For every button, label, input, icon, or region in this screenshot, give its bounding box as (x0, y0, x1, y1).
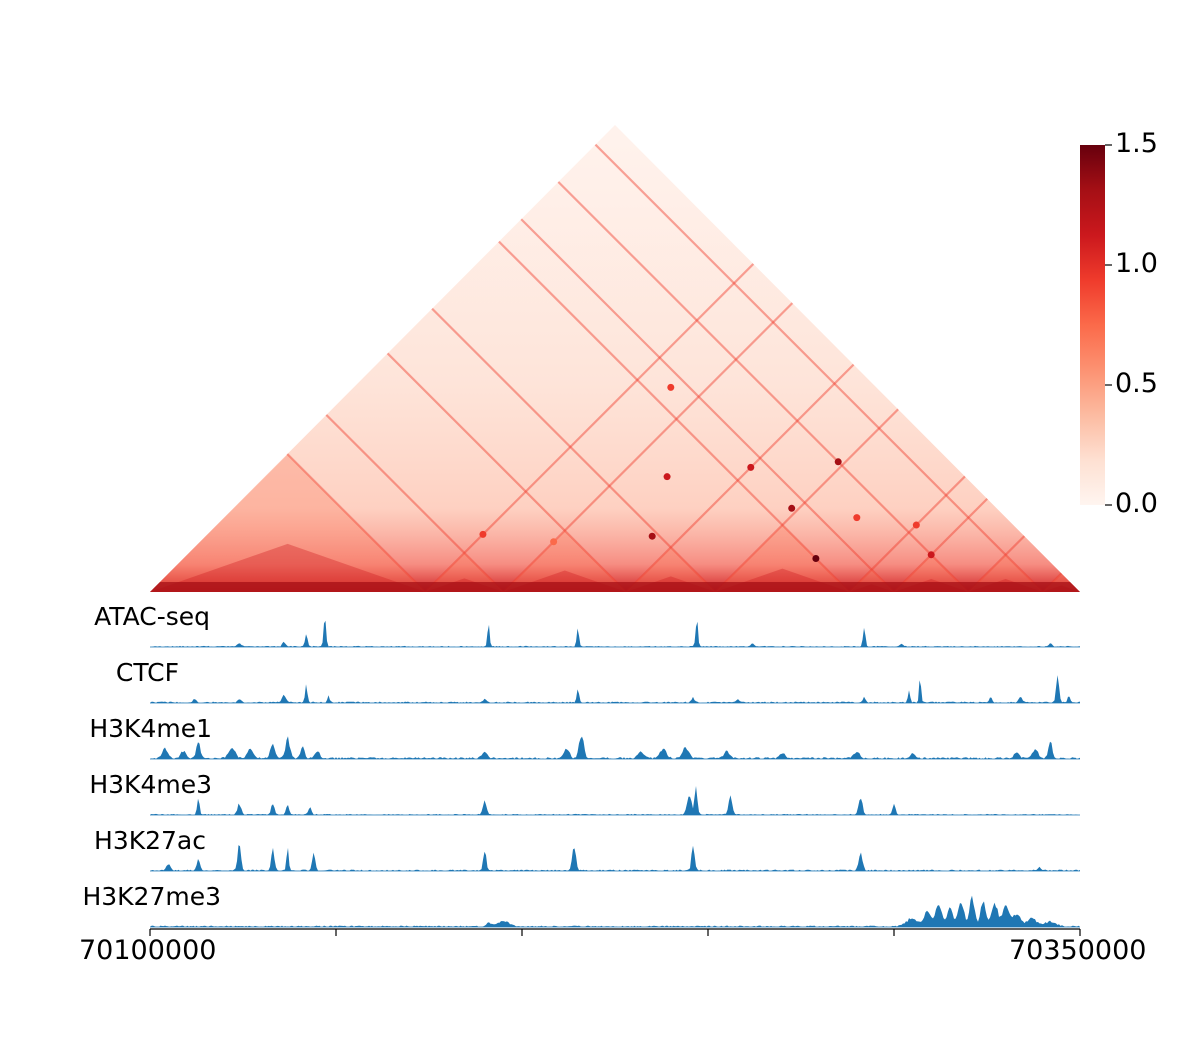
colorbar-tick-label: 0.0 (1115, 488, 1158, 519)
x-axis-ticks (149, 929, 1081, 936)
track-signal-area (150, 620, 1080, 647)
colorbar-ticks (1105, 144, 1112, 506)
heatmap-loop (853, 514, 861, 522)
track-ctcf (150, 675, 1080, 704)
heatmap-loop (747, 463, 755, 471)
track-label: CTCF (115, 658, 179, 687)
x-axis (149, 928, 1081, 936)
heatmap-diagonal (150, 582, 1080, 592)
colorbar-tick-label: 1.0 (1115, 248, 1158, 279)
heatmap-domain (626, 547, 716, 592)
track-signal-area (150, 845, 1080, 871)
heatmap-loop (479, 530, 487, 538)
track-label: H3K4me3 (89, 770, 212, 799)
track-label: ATAC-seq (94, 602, 210, 631)
track-h3k4me1 (150, 736, 1080, 760)
track-label: H3K4me1 (89, 714, 212, 743)
track-signal-area (150, 786, 1080, 815)
track-signal-area (150, 736, 1080, 759)
heatmap-domain (150, 454, 426, 592)
heatmap-loop (648, 532, 656, 540)
heatmap-domains (150, 454, 1080, 592)
track-signal-area (150, 895, 1080, 927)
signal-tracks (150, 620, 1080, 928)
heatmap-loop (788, 504, 796, 512)
track-label: H3K27ac (94, 826, 206, 855)
contact-heatmap (150, 125, 1080, 592)
heatmap-domain (715, 525, 850, 592)
heatmap-stripe-right (714, 125, 1080, 592)
heatmap-loop (912, 521, 920, 529)
track-h3k27ac (150, 845, 1080, 872)
track-h3k4me3 (150, 786, 1080, 816)
heatmap-loop (812, 555, 820, 563)
track-h3k27me3 (150, 895, 1080, 928)
track-label: H3K27me3 (82, 882, 221, 911)
colorbar-tick-label: 1.5 (1115, 128, 1158, 159)
colorbar (1080, 144, 1112, 506)
heatmap-loop (834, 458, 842, 466)
heatmap-loop (927, 551, 935, 559)
heatmap-domain-core (150, 543, 426, 592)
heatmap-loops (479, 383, 935, 563)
heatmap-loop (550, 538, 558, 546)
colorbar-gradient (1080, 145, 1105, 505)
x-axis-tick-label: 70100000 (79, 935, 217, 966)
x-axis-tick-label: 70350000 (1009, 935, 1147, 966)
colorbar-tick-label: 0.5 (1115, 368, 1158, 399)
heatmap-loop (663, 473, 671, 481)
track-signal-area (150, 675, 1080, 703)
track-atac-seq (150, 620, 1080, 648)
heatmap-loop (667, 383, 675, 391)
heatmap-domain (503, 530, 627, 592)
heatmap-stripe-left (150, 125, 505, 592)
